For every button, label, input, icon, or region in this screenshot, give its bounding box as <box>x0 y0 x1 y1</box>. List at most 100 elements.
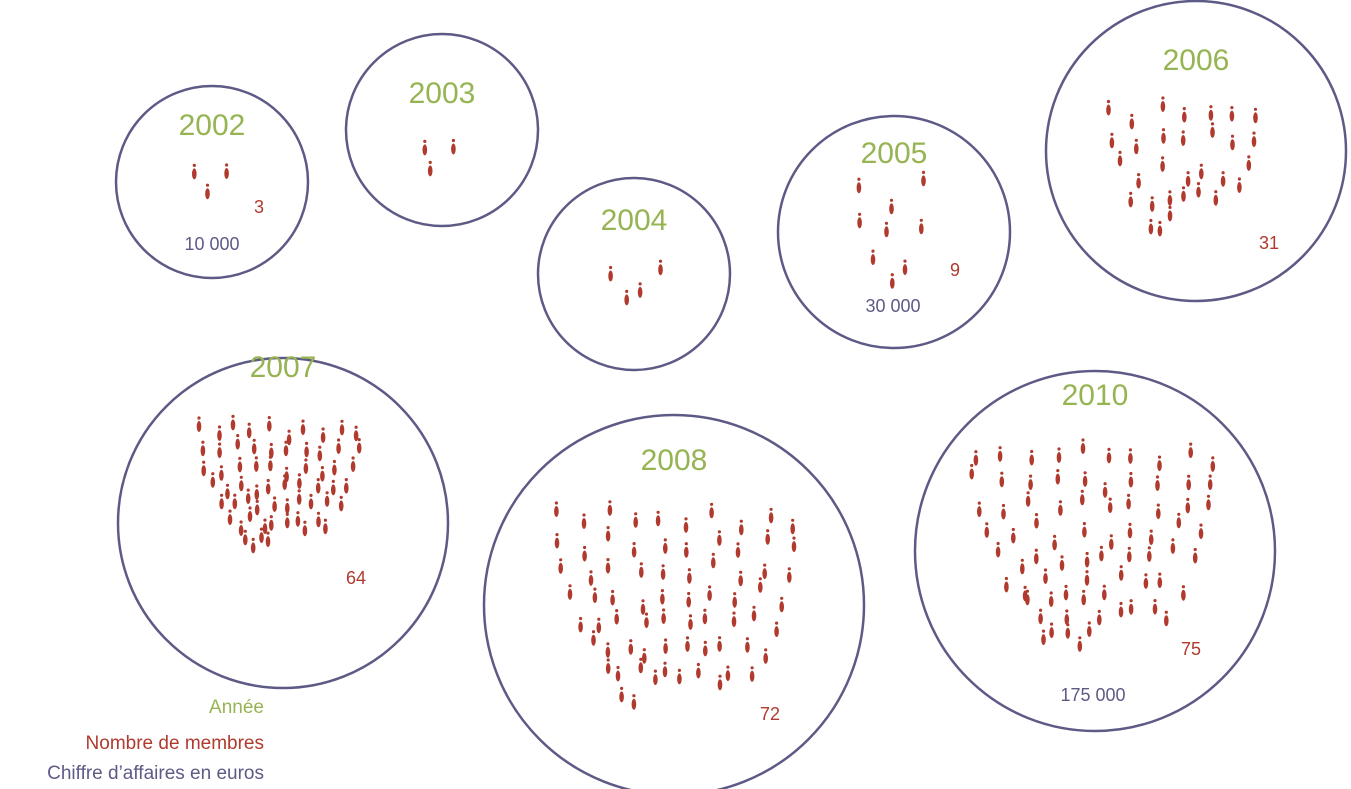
person-icon <box>628 639 634 655</box>
year-label: 2008 <box>641 444 708 477</box>
person-icon <box>578 616 583 633</box>
person-icon <box>1020 558 1025 575</box>
person-icon <box>302 520 308 537</box>
person-icon <box>1157 220 1163 237</box>
person-icon <box>655 510 661 527</box>
person-icon <box>350 456 356 472</box>
person-icon <box>1167 205 1173 222</box>
person-icon <box>703 640 708 657</box>
person-icon <box>787 567 792 583</box>
person-icon <box>661 608 666 624</box>
person-icon <box>243 529 248 546</box>
person-icon <box>265 478 271 495</box>
person-icon <box>217 425 222 441</box>
person-icon <box>686 591 691 608</box>
person-icon <box>588 570 594 586</box>
person-icon <box>633 512 638 528</box>
year-label: 2005 <box>861 137 928 170</box>
year-label: 2004 <box>601 204 668 237</box>
person-icon <box>1167 190 1173 206</box>
member-count: 75 <box>1181 639 1201 659</box>
person-icon <box>245 488 251 505</box>
person-icon <box>921 170 926 187</box>
person-icon <box>856 177 862 194</box>
person-icon <box>1087 621 1092 637</box>
person-icon <box>427 160 433 177</box>
member-count: 31 <box>1259 233 1279 253</box>
person-icon <box>1148 218 1154 235</box>
person-icon <box>1157 572 1163 589</box>
person-icon <box>1230 134 1235 151</box>
person-icon <box>749 666 755 682</box>
person-icon <box>353 425 359 442</box>
person-icon <box>608 265 613 282</box>
person-icon <box>1208 105 1214 121</box>
member-crowd <box>192 163 229 200</box>
revenue-value: 175 000 <box>1060 685 1125 705</box>
person-icon <box>619 686 624 703</box>
person-icon <box>637 282 643 298</box>
person-icon <box>1084 551 1090 568</box>
person-icon <box>1048 591 1054 607</box>
bubble-circle <box>482 413 866 789</box>
bubble-2002: 2002 3 10 000 <box>114 84 310 280</box>
bubble-2007: 2007 64 <box>116 351 450 690</box>
person-icon <box>1109 534 1114 550</box>
person-icon <box>688 614 693 630</box>
person-icon <box>1056 447 1062 463</box>
person-icon <box>1251 131 1257 148</box>
person-icon <box>247 506 253 522</box>
person-icon <box>254 499 260 516</box>
person-icon <box>610 589 615 606</box>
bubble-circle <box>116 356 450 690</box>
bubble-circle <box>114 84 310 280</box>
person-icon <box>1199 163 1204 180</box>
person-icon <box>554 533 560 549</box>
person-icon <box>200 440 206 457</box>
person-icon <box>889 198 894 215</box>
person-icon <box>582 545 587 562</box>
person-icon <box>1028 474 1033 491</box>
person-icon <box>1082 471 1088 487</box>
person-icon <box>969 463 974 480</box>
person-icon <box>1118 565 1124 581</box>
person-icon <box>1192 547 1198 564</box>
person-icon <box>890 273 895 289</box>
person-icon <box>1004 576 1009 593</box>
person-icon <box>1181 585 1186 601</box>
person-icon <box>1182 107 1187 123</box>
person-icon <box>1034 513 1039 529</box>
person-icon <box>592 587 598 604</box>
person-icon <box>1058 500 1063 516</box>
person-icon <box>997 446 1003 462</box>
person-icon <box>1207 474 1213 491</box>
person-icon <box>320 427 326 443</box>
person-icon <box>451 138 456 155</box>
member-crowd <box>969 438 1216 652</box>
person-icon <box>738 570 743 587</box>
person-icon <box>870 249 876 266</box>
person-icon <box>356 438 362 454</box>
person-icon <box>262 518 268 535</box>
person-icon <box>1084 570 1090 586</box>
legend-revenue-label: Chiffre d’affaires en euros <box>47 763 264 784</box>
person-icon <box>1080 438 1086 454</box>
person-icon <box>210 472 216 488</box>
person-icon <box>296 489 302 505</box>
person-icon <box>660 589 665 605</box>
year-label: 2006 <box>1163 44 1230 77</box>
person-icon <box>1126 493 1131 510</box>
person-icon <box>339 419 345 436</box>
person-icon <box>663 538 668 554</box>
year-label: 2010 <box>1062 379 1129 412</box>
person-icon <box>639 562 644 578</box>
person-icon <box>999 471 1005 488</box>
person-icon <box>217 442 222 459</box>
legend-members-label: Nombre de membres <box>85 733 264 754</box>
person-icon <box>1127 546 1132 563</box>
person-icon <box>192 163 197 180</box>
member-crowd <box>422 138 456 177</box>
person-icon <box>687 568 692 584</box>
bubble-circle <box>776 114 1012 350</box>
person-icon <box>1059 555 1065 571</box>
